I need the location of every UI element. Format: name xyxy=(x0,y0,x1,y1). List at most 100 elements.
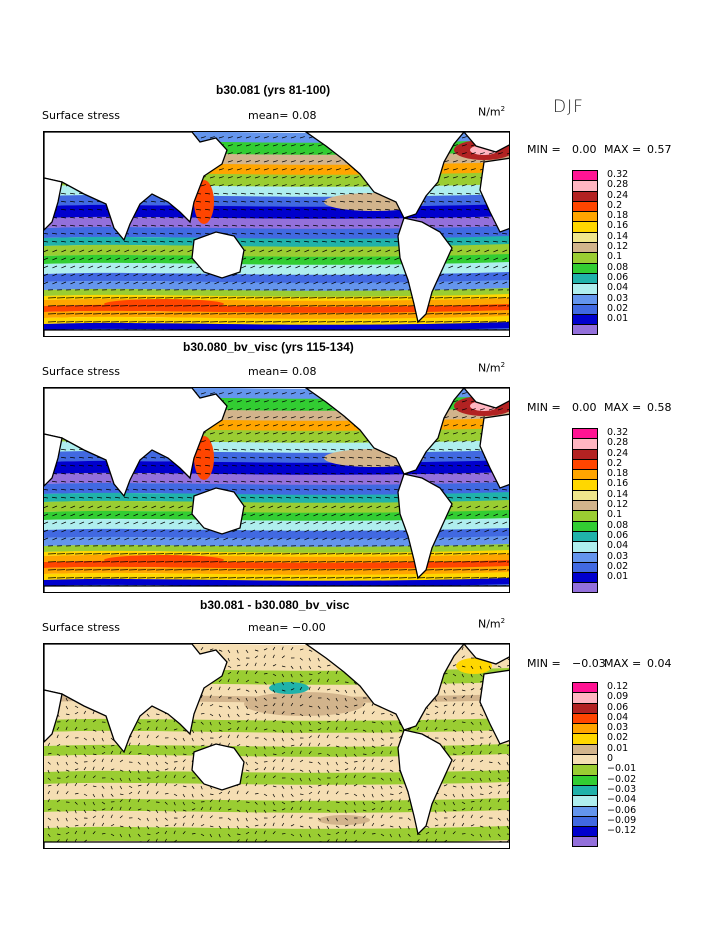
colorbar-tick-label: 0.02 xyxy=(607,732,629,744)
panel-1-map xyxy=(43,131,510,337)
colorbar-swatch xyxy=(572,582,650,593)
colorbar-tick-label: 0 xyxy=(607,753,614,765)
colorbar-swatch: 0.16 xyxy=(572,478,650,490)
panel-1-colorbar: 0.32 0.28 0.24 0.2 0.18 0.16 0.14 0.12 0.1 0.08 0.… xyxy=(572,169,650,335)
colorbar-tick-label: −0.03 xyxy=(607,783,637,795)
colorbar-swatch: 0.18 xyxy=(572,210,650,222)
colorbar-swatch: 0.01 xyxy=(572,571,650,583)
colorbar-tick-label: 0.24 xyxy=(607,189,629,201)
panel-3-max-label: MAX = xyxy=(604,657,642,670)
colorbar-swatch: 0.02 xyxy=(572,732,650,744)
panel-2-units: N/m2 xyxy=(478,361,506,375)
colorbar-swatch: 0.28 xyxy=(572,179,650,191)
colorbar-tick-label: −0.02 xyxy=(607,773,637,785)
colorbar-tick-label: 0.09 xyxy=(607,691,629,703)
panel-1-min-label: MIN = xyxy=(527,143,561,156)
colorbar-swatch: 0.24 xyxy=(572,447,650,459)
colorbar-tick-label: 0.2 xyxy=(607,199,623,211)
colorbar-swatch: 0.06 xyxy=(572,271,650,284)
colorbar-tick-label: 0.14 xyxy=(607,230,629,242)
colorbar-tick-label: −0.01 xyxy=(607,763,637,775)
panel-3-title: b30.081 - b30.080_bv_visc xyxy=(200,598,350,612)
colorbar-swatch: 0.02 xyxy=(572,560,650,573)
colorbar-tick-label: 0.1 xyxy=(607,251,623,263)
colorbar-swatch: 0.01 xyxy=(572,742,650,755)
colorbar-tick-label: 0.01 xyxy=(607,742,629,754)
colorbar-tick-label: 0.08 xyxy=(607,261,629,273)
colorbar-swatch: 0.04 xyxy=(572,540,650,552)
colorbar-swatch: 0.03 xyxy=(572,722,650,734)
colorbar-swatch: 0.04 xyxy=(572,282,650,294)
colorbar-swatch: 0.08 xyxy=(572,520,650,531)
panel-1-mean-label: mean= xyxy=(248,109,289,122)
colorbar-swatch: 0.32 xyxy=(572,427,650,439)
surface-stress-map xyxy=(44,644,509,848)
panel-3-map xyxy=(43,643,510,849)
colorbar-tick-label: 0.02 xyxy=(607,560,629,572)
panel-3-min-value: −0.03 xyxy=(572,657,606,670)
colorbar-tick-label: −0.09 xyxy=(607,814,637,826)
colorbar-tick-label: 0.28 xyxy=(607,437,629,449)
season-label: DJF xyxy=(553,97,584,117)
panel-2-mean-value: 0.08 xyxy=(292,365,317,378)
colorbar-swatch: 0 xyxy=(572,753,650,765)
colorbar-swatch: 0.06 xyxy=(572,702,650,713)
colorbar-swatch: 0.2 xyxy=(572,457,650,470)
colorbar-swatch: 0.09 xyxy=(572,691,650,703)
colorbar-tick-label: 0.32 xyxy=(607,427,629,438)
colorbar-tick-label: 0.32 xyxy=(607,169,629,180)
colorbar-tick-label: 0.24 xyxy=(607,447,629,459)
colorbar-tick-label: 0.04 xyxy=(607,711,629,723)
colorbar-tick-label: 0.16 xyxy=(607,220,629,232)
colorbar-tick-label: 0.01 xyxy=(607,571,629,583)
colorbar-tick-label: 0.1 xyxy=(607,509,623,521)
colorbar-swatch: 0.12 xyxy=(572,241,650,253)
colorbar-tick-label: 0.06 xyxy=(607,529,629,541)
colorbar-tick-label: 0.04 xyxy=(607,540,629,552)
panel-3-variable: Surface stress xyxy=(42,621,120,634)
colorbar-swatch: −0.02 xyxy=(572,773,650,785)
panel-2-colorbar: 0.32 0.28 0.24 0.2 0.18 0.16 0.14 0.12 0.1 0.08 0.… xyxy=(572,427,650,593)
surface-stress-map xyxy=(44,388,509,592)
panel-2-map xyxy=(43,387,510,593)
colorbar-tick-label: 0.03 xyxy=(607,722,629,734)
colorbar-tick-label: 0.12 xyxy=(607,681,629,692)
colorbar-swatch xyxy=(572,324,650,335)
colorbar-swatch: 0.32 xyxy=(572,169,650,181)
colorbar-tick-label: 0.12 xyxy=(607,241,629,253)
colorbar-swatch: −0.04 xyxy=(572,794,650,806)
colorbar-swatch xyxy=(572,836,650,847)
colorbar-swatch: −0.03 xyxy=(572,783,650,796)
panel-1-title: b30.081 (yrs 81-100) xyxy=(216,83,331,97)
colorbar-swatch: 0.28 xyxy=(572,437,650,449)
panel-1-units: N/m2 xyxy=(478,105,506,119)
colorbar-tick-label: 0.06 xyxy=(607,271,629,283)
panel-2-min-value: 0.00 xyxy=(572,401,597,414)
colorbar-tick-label: 0.03 xyxy=(607,550,629,562)
colorbar-swatch: 0.02 xyxy=(572,303,650,315)
colorbar-swatch: 0.03 xyxy=(572,292,650,304)
panel-2-mean-label: mean= xyxy=(248,365,289,378)
panel-2-title: b30.080_bv_visc (yrs 115-134) xyxy=(183,340,354,354)
panel-3-min-label: MIN = xyxy=(527,657,561,670)
colorbar-swatch: 0.12 xyxy=(572,499,650,511)
colorbar-swatch: −0.09 xyxy=(572,814,650,827)
colorbar-tick-label: 0.16 xyxy=(607,478,629,490)
colorbar-swatch: 0.08 xyxy=(572,261,650,273)
panel-1-variable: Surface stress xyxy=(42,109,120,122)
colorbar-swatch: −0.06 xyxy=(572,804,650,816)
colorbar-tick-label: 0.03 xyxy=(607,292,629,304)
colorbar-tick-label: 0.2 xyxy=(607,457,623,469)
colorbar-swatch: 0.01 xyxy=(572,313,650,325)
colorbar-swatch: 0.2 xyxy=(572,199,650,212)
colorbar-tick-label: 0.04 xyxy=(607,282,629,294)
colorbar-swatch: 0.1 xyxy=(572,509,650,521)
colorbar-swatch: −0.12 xyxy=(572,825,650,837)
panel-2-max-value: 0.58 xyxy=(647,401,672,414)
colorbar-tick-label: −0.06 xyxy=(607,804,637,816)
surface-stress-map xyxy=(44,132,509,336)
colorbar-swatch: 0.14 xyxy=(572,230,650,243)
colorbar-swatch: 0.04 xyxy=(572,711,650,724)
panel-2-variable: Surface stress xyxy=(42,365,120,378)
colorbar-swatch: 0.14 xyxy=(572,489,650,501)
